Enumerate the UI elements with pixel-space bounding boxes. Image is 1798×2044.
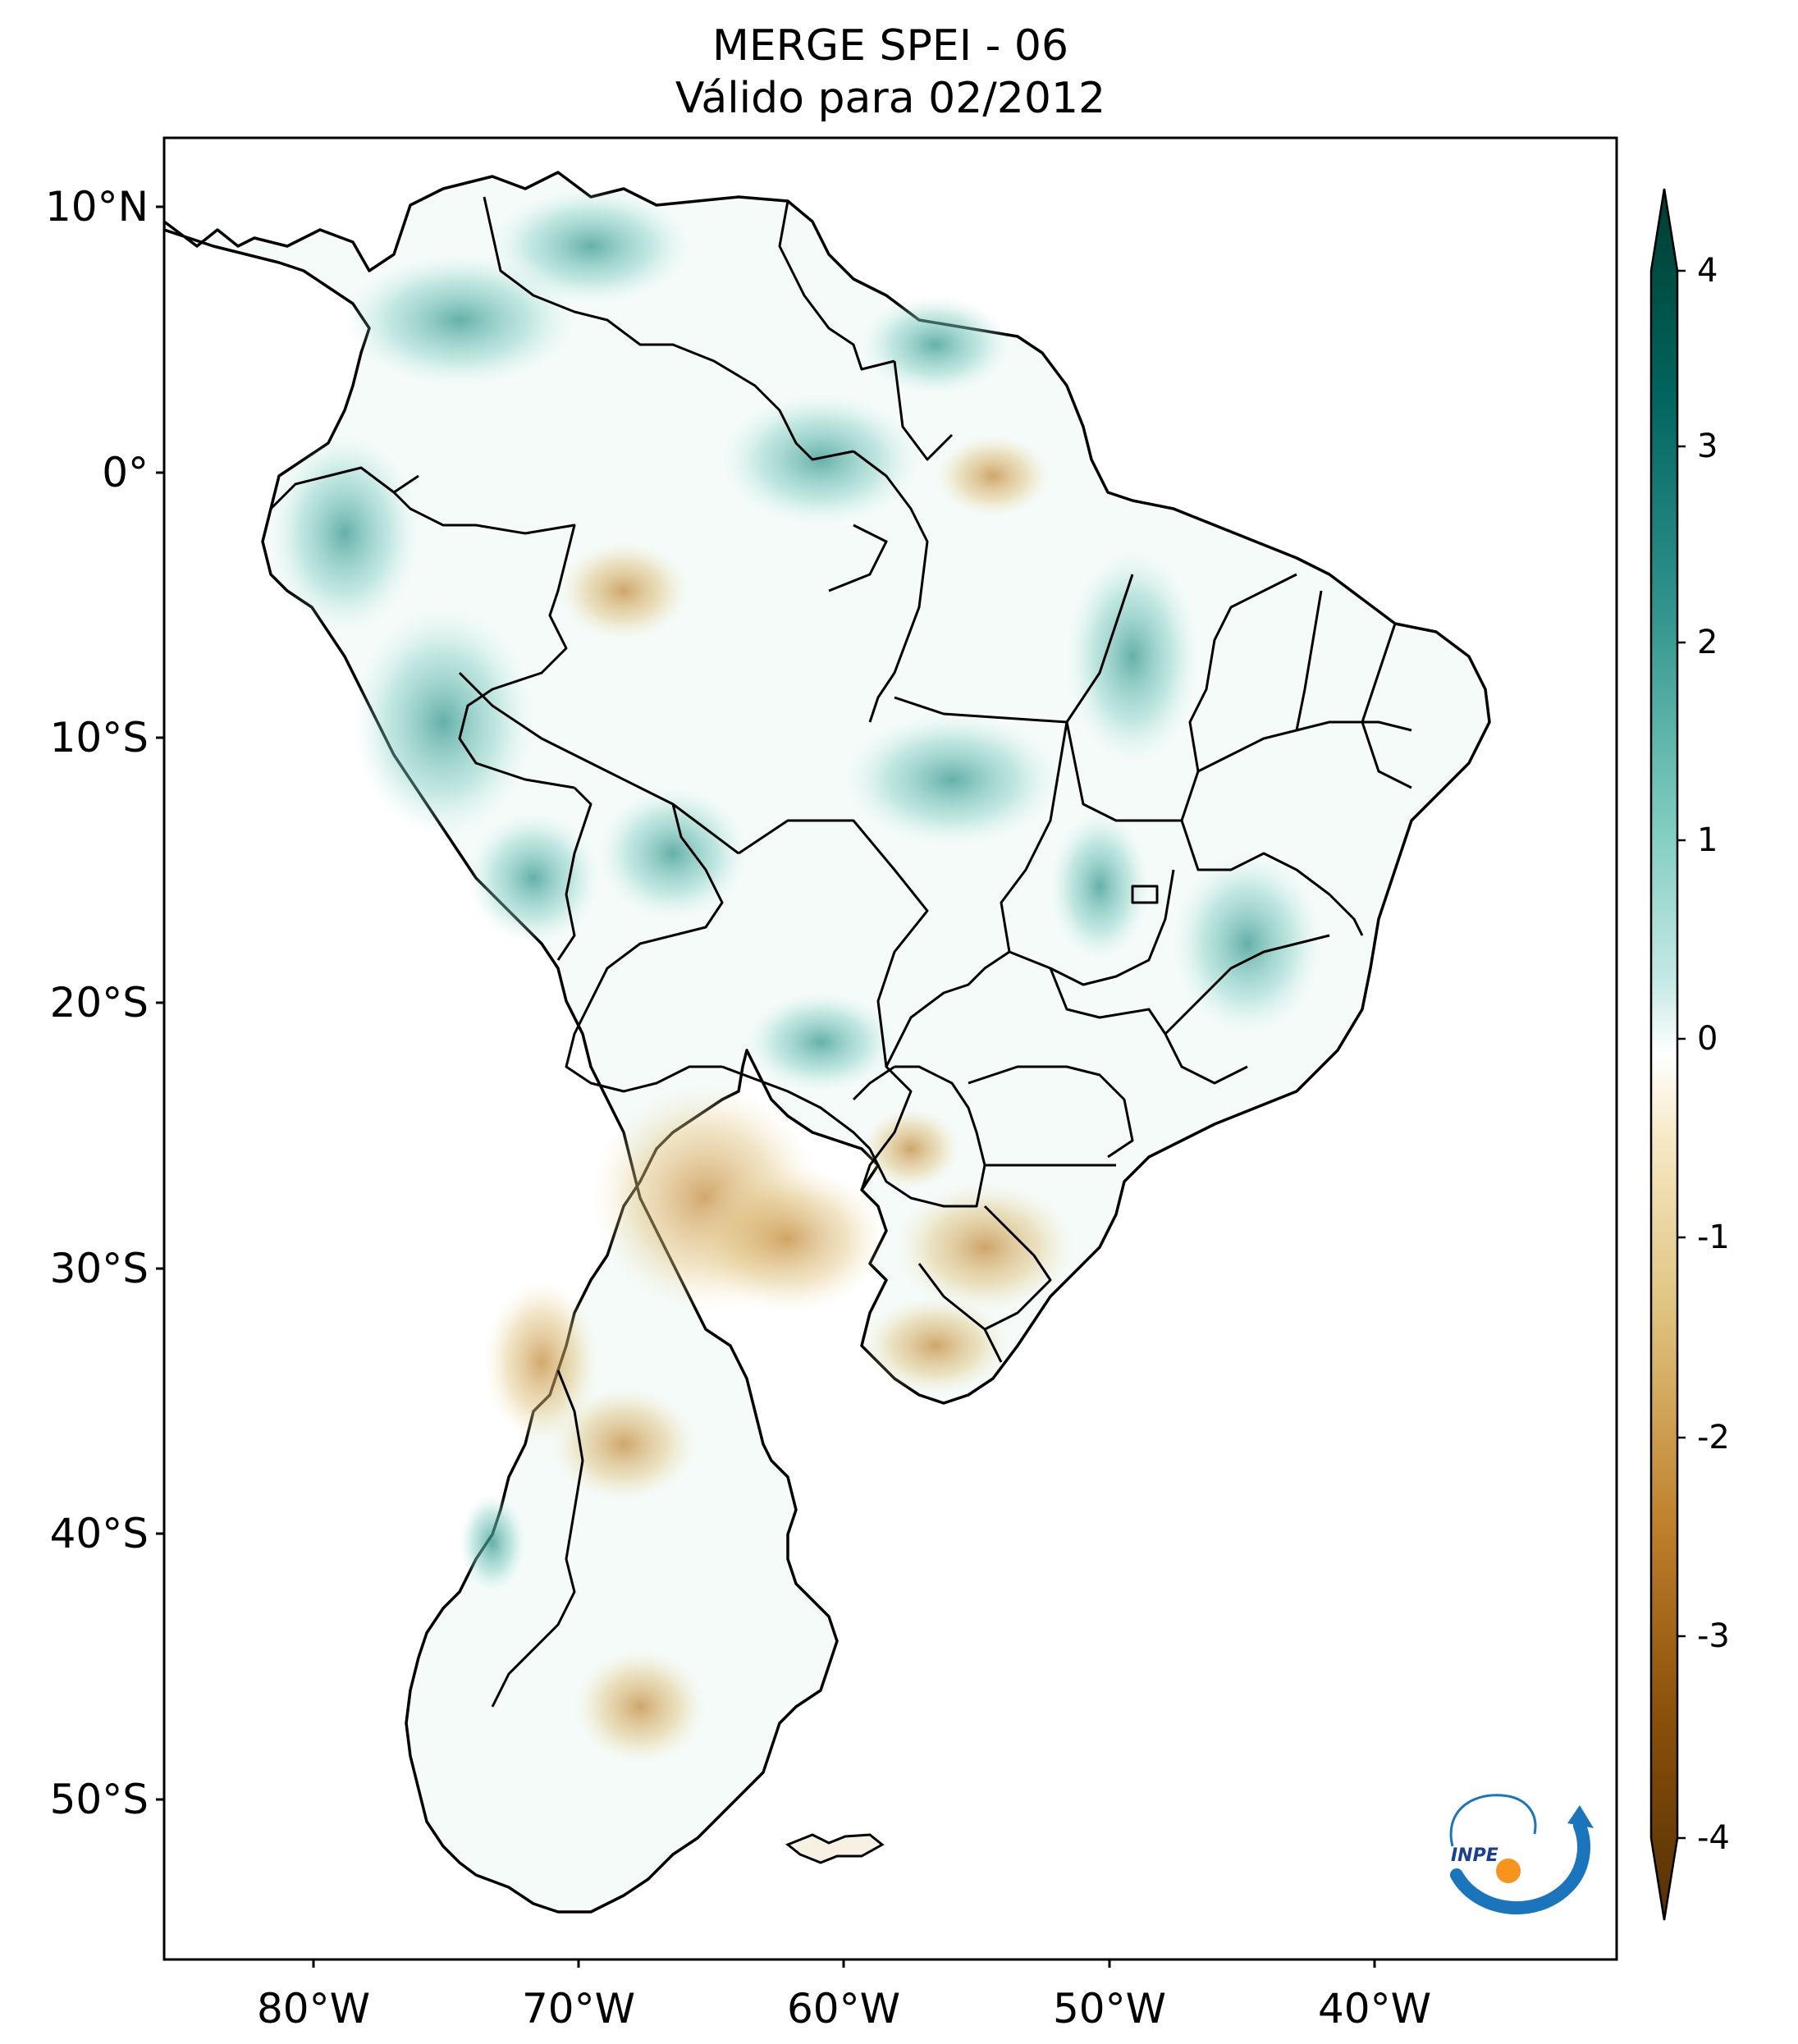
inpe-logo: INPE	[1449, 1794, 1594, 1915]
lat-label-0: 0°	[102, 449, 149, 496]
axis-ticks	[156, 205, 1376, 1968]
colorbar-label-neg2: -2	[1697, 1419, 1730, 1456]
inpe-logo-text: INPE	[1451, 1845, 1498, 1866]
lon-label-60w: 60°W	[786, 1985, 901, 2033]
lon-label-40w: 40°W	[1317, 1985, 1432, 2033]
lat-label-40s: 40°S	[49, 1510, 149, 1557]
map-title: MERGE SPEI - 06	[711, 21, 1069, 71]
colorbar-label-3: 3	[1697, 428, 1718, 465]
colorbar-label-4: 4	[1697, 252, 1718, 290]
colorbar-label-neg4: -4	[1697, 1819, 1730, 1857]
colorbar-label-1: 1	[1697, 821, 1718, 859]
colorbar-label-0: 0	[1697, 1020, 1718, 1058]
country-borders	[269, 196, 1052, 1708]
colorbar-label-neg3: -3	[1697, 1617, 1730, 1655]
lat-label-10s: 10°S	[49, 714, 149, 761]
lat-label-30s: 30°S	[49, 1245, 149, 1292]
colorbar	[1649, 188, 1686, 1921]
lon-label-80w: 80°W	[256, 1985, 371, 2033]
map-subtitle: Válido para 02/2012	[675, 74, 1106, 123]
dry-anomaly-patches	[484, 435, 1075, 1764]
lon-label-70w: 70°W	[521, 1985, 636, 2033]
lat-label-10n: 10°N	[44, 183, 149, 231]
lon-label-50w: 50°W	[1052, 1985, 1167, 2033]
colorbar-label-neg1: -1	[1697, 1219, 1730, 1256]
colorbar-label-2: 2	[1697, 624, 1718, 661]
state-borders	[828, 524, 1412, 1167]
lat-label-20s: 20°S	[49, 979, 149, 1027]
falkland-islands	[785, 1833, 885, 1864]
lat-label-50s: 50°S	[49, 1776, 149, 1823]
